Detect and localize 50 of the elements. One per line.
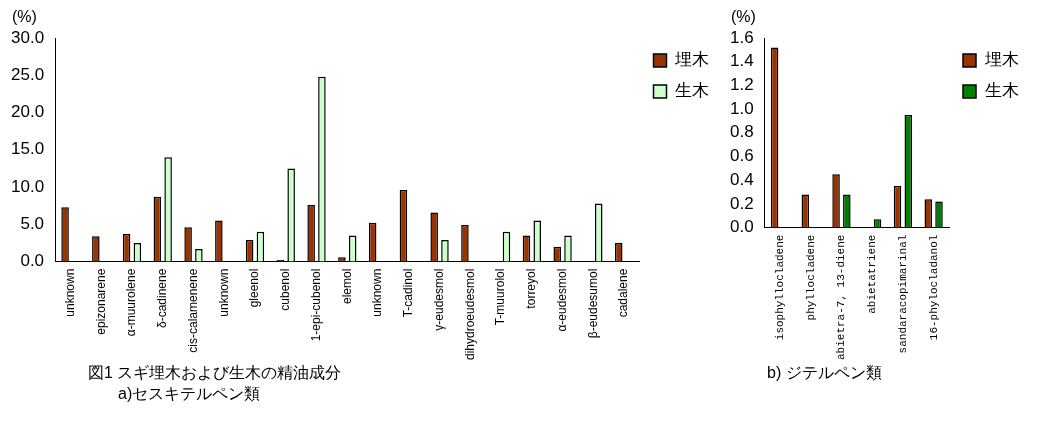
text: b) ジテルペン類: [767, 363, 883, 383]
x-tick-label: elemol: [339, 268, 354, 304]
x-tick-label: sandaracopimarinal: [896, 234, 909, 354]
legend-label: 生木: [675, 81, 709, 101]
x-tick-label: unknown: [62, 268, 77, 317]
y-tick-label: 0.2: [729, 193, 754, 213]
y-axis-title: (%): [731, 8, 756, 26]
x-tick-label: unknown: [216, 268, 231, 317]
x-tick-label: phyllocladene: [804, 234, 817, 321]
x-tick-label: γ-eudesmol: [431, 268, 446, 331]
x-tick-label: cis-calamenene: [185, 268, 200, 353]
x-tick-label: α-eudesmol: [554, 268, 569, 332]
y-tick-label: 0.6: [729, 146, 754, 166]
x-tick-label: cadalene: [616, 268, 631, 318]
x-tick-label: δ-cadinene: [155, 268, 170, 328]
x-tick-label: epizonarene: [93, 268, 108, 335]
y-tick-label: 0.8: [729, 122, 754, 142]
x-tick-label: isophyllocladene: [773, 234, 786, 341]
x-tick-label: T-muurolol: [493, 268, 508, 326]
x-tick-label: abietra-7, 13-diene: [835, 234, 848, 360]
x-tick-label: β-eudesumol: [585, 268, 600, 339]
y-tick-label: 0.4: [729, 169, 754, 189]
y-tick-label: 15.0: [10, 139, 45, 159]
x-tick-label: dihydroeudesmol: [462, 268, 477, 360]
y-tick-label: 1.6: [729, 27, 754, 47]
text: a)セスキテルペン類: [117, 384, 262, 404]
y-tick-label: 0.0: [20, 251, 45, 271]
x-tick-label: 1-epi-cubenol: [308, 268, 323, 342]
x-tick-label: 16-phylocladanol: [927, 234, 940, 341]
y-tick-label: 20.0: [10, 102, 45, 122]
x-tick-label: cubenol: [278, 268, 293, 311]
y-tick-label: 10.0: [10, 176, 45, 196]
y-tick-label: 1.4: [729, 51, 754, 71]
legend-label: 生木: [984, 81, 1019, 101]
legend-label: 埋木: [674, 50, 709, 70]
x-tick-label: α-muurolene: [124, 268, 139, 337]
y-tick-label: 0.0: [729, 217, 754, 237]
y-tick-label: 1.2: [729, 75, 754, 95]
x-tick-label: gleenol: [247, 268, 262, 308]
y-tick-label: 25.0: [10, 64, 45, 84]
y-tick-label: 30.0: [10, 27, 45, 47]
x-tick-label: abietatriene: [866, 234, 879, 314]
y-tick-label: 1.0: [729, 98, 754, 118]
x-tick-label: torreyol: [524, 268, 539, 309]
caption: 図1 スギ埋木および生木の精油成分: [88, 363, 343, 383]
legend-label: 埋木: [983, 50, 1019, 70]
y-tick-label: 5.0: [20, 214, 45, 234]
x-tick-label: unknown: [370, 268, 385, 317]
y-axis-title: (%): [12, 8, 37, 26]
x-tick-label: T-cadinol: [401, 268, 416, 318]
